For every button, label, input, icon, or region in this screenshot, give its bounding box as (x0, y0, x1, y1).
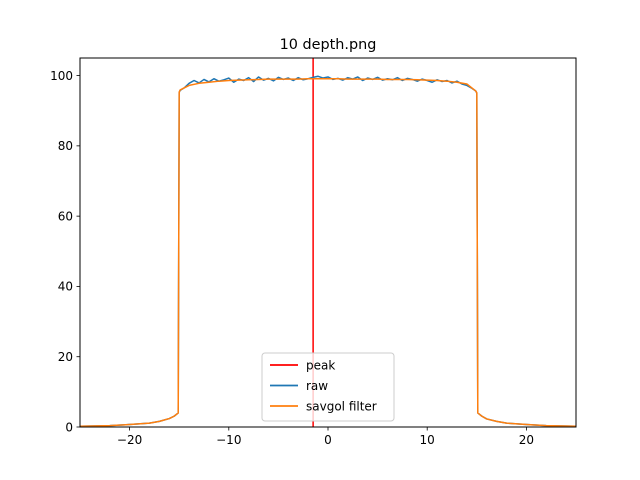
series-line-savgol-filter (79, 77, 577, 428)
y-tick-label: 100 (50, 69, 73, 83)
chart-title: 10 depth.png (280, 37, 377, 53)
legend-label-savgol-filter: savgol filter (306, 399, 377, 413)
plot-frame (79, 57, 577, 428)
ticks-layer: −20 −10 0 10 20 0 20 40 60 80 100 (50, 69, 534, 447)
x-tick-label: 20 (519, 433, 534, 447)
x-tick-label: −20 (117, 433, 142, 447)
y-tick-label: 0 (65, 420, 73, 434)
legend-frame (261, 352, 395, 422)
y-tick-label: 20 (58, 350, 73, 364)
legend-label-peak: peak (306, 358, 335, 372)
x-tick-label: 10 (420, 433, 435, 447)
y-tick-label: 40 (58, 280, 73, 294)
y-tick-label: 80 (58, 139, 73, 153)
x-tick-label: 0 (324, 433, 332, 447)
y-tick-label: 60 (58, 209, 73, 223)
legend: peak raw savgol filter (261, 352, 395, 422)
x-tick-label: −10 (216, 433, 241, 447)
legend-label-raw: raw (306, 379, 328, 393)
